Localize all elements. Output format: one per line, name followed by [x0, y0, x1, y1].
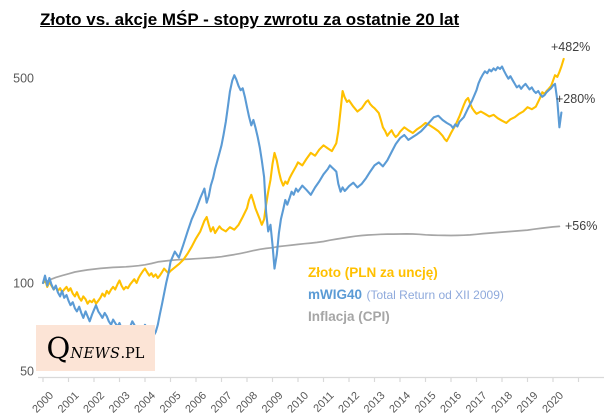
qnews-logo: Q NEWS .PL [36, 325, 155, 371]
annotation-mwig40: +280% [556, 92, 595, 106]
x-tick-label: 2015 [413, 390, 439, 416]
legend-item-cpi: Inflacja (CPI) [308, 306, 504, 328]
x-tick-label: 2000 [30, 390, 56, 416]
legend-label-cpi: Inflacja (CPI) [308, 309, 390, 324]
x-tick-label: 2001 [56, 390, 82, 416]
legend-note-mwig40: (Total Return od XII 2009) [366, 288, 504, 302]
x-tick-label: 2018 [489, 390, 515, 416]
y-tick-label: 500 [13, 72, 34, 86]
series-gold-line [41, 57, 565, 305]
annotation-gold: +482% [551, 40, 590, 54]
y-tick-label: 100 [13, 277, 34, 291]
logo-q: Q [46, 331, 71, 365]
x-tick-label: 2002 [81, 390, 107, 416]
x-tick-label: 2010 [285, 390, 311, 416]
series-cpi-line [42, 225, 561, 284]
x-tick-label: 2004 [132, 390, 158, 416]
x-tick-label: 2007 [209, 390, 235, 416]
x-tick-label: 2009 [260, 390, 286, 416]
x-tick-label: 2019 [515, 390, 541, 416]
x-tick-label: 2016 [438, 390, 464, 416]
legend-label-mwig40: mWIG40 [308, 287, 363, 302]
logo-news: NEWS [70, 346, 121, 362]
x-tick-label: 2020 [540, 390, 566, 416]
legend-item-mwig40: mWIG40 (Total Return od XII 2009) [308, 284, 504, 306]
series-mwig40-line [41, 65, 563, 337]
x-tick-label: 2014 [387, 390, 413, 416]
x-tick-label: 2012 [336, 390, 362, 416]
chart-title: Złoto vs. akcje MŚP - stopy zwrotu za os… [40, 10, 460, 29]
legend-item-gold: Złoto (PLN za uncję) [308, 262, 504, 284]
legend-label-gold: Złoto (PLN za uncję) [308, 265, 438, 280]
x-tick-label: 2013 [362, 390, 388, 416]
x-tick-label: 2008 [234, 390, 260, 416]
x-tick-label: 2006 [183, 390, 209, 416]
x-tick-label: 2005 [158, 390, 184, 416]
y-tick-label: 50 [20, 365, 34, 379]
logo-pl: .PL [120, 346, 145, 362]
annotation-cpi: +56% [565, 219, 597, 233]
x-tick-label: 2003 [107, 390, 133, 416]
x-tick-label: 2017 [464, 390, 490, 416]
x-tick-label: 2011 [311, 390, 336, 415]
legend: Złoto (PLN za uncję) mWIG40 (Total Retur… [308, 262, 504, 328]
